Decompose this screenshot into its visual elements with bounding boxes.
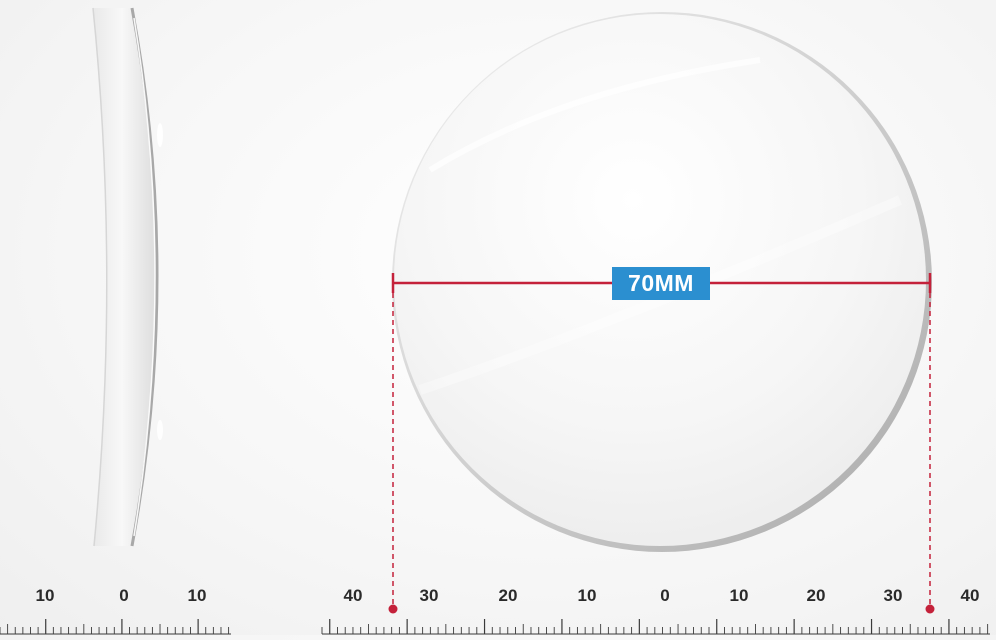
left-ruler-label: 10 [35,586,55,605]
main-ruler-label: 40 [343,586,363,605]
left-ruler-ticks [0,619,231,635]
main-ruler-label: 0 [660,586,670,605]
main-ruler-ticks [321,619,990,635]
main-ruler-label: 10 [729,586,749,605]
main-ruler-label: 20 [498,586,518,605]
left-marker-dot [388,604,398,614]
main-ruler-label: 40 [960,586,980,605]
main-ruler-label: 20 [806,586,826,605]
main-ruler-label: 10 [577,586,597,605]
left-ruler-label: 10 [187,586,207,605]
left-ruler-label: 0 [119,586,129,605]
lens-side-view [92,7,163,547]
diameter-label-badge: 70MM [612,267,710,300]
right-marker-dot [925,604,935,614]
main-ruler-label: 30 [419,586,439,605]
main-ruler-label: 30 [883,586,903,605]
